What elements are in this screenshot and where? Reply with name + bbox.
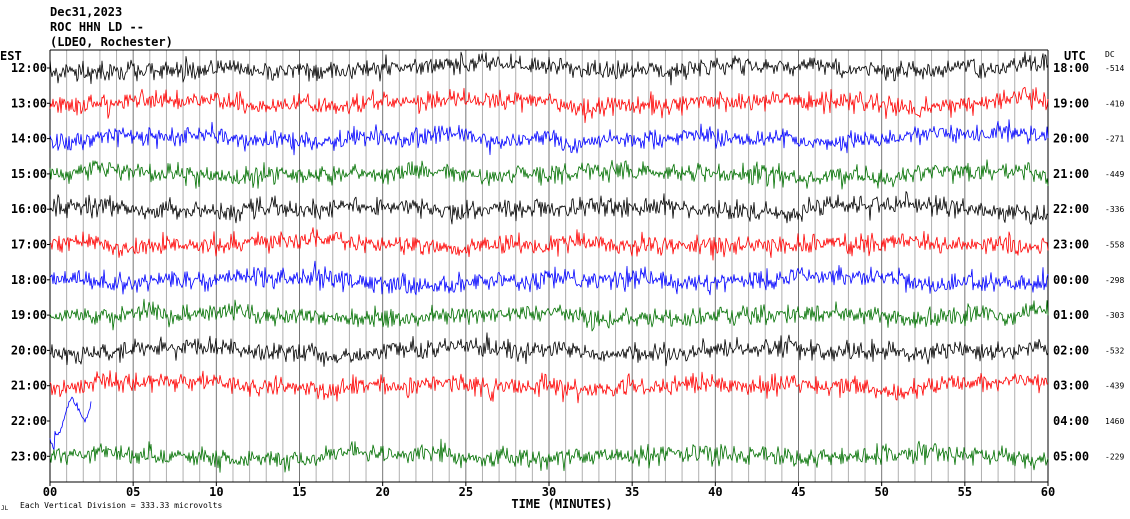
- utc-hour-label: 02:00: [1053, 343, 1089, 357]
- utc-hour-label: 00:00: [1053, 273, 1089, 287]
- est-hour-label: 23:00: [11, 449, 47, 463]
- x-tick-label: 00: [43, 485, 57, 499]
- dc-offset-label: -514: [1105, 64, 1124, 73]
- dc-offset-label: 1460: [1105, 417, 1124, 426]
- x-tick-label: 40: [708, 485, 722, 499]
- trace-1500: [49, 159, 1049, 190]
- est-hour-label: 18:00: [11, 273, 47, 287]
- x-tick-label: 50: [874, 485, 888, 499]
- est-hour-label: 20:00: [11, 343, 47, 357]
- est-hour-label: 19:00: [11, 308, 47, 322]
- utc-hour-label: 05:00: [1053, 449, 1089, 463]
- trace-1400: [49, 119, 1049, 156]
- dc-offset-label: -298: [1105, 276, 1124, 285]
- utc-hour-label: 01:00: [1053, 308, 1089, 322]
- trace-group: [49, 51, 1049, 473]
- est-hour-label: 17:00: [11, 238, 47, 252]
- x-tick-label: 55: [958, 485, 972, 499]
- x-axis-title: TIME (MINUTES): [511, 497, 612, 511]
- est-hour-label: 16:00: [11, 202, 47, 216]
- x-tick-label: 05: [126, 485, 140, 499]
- corner-mark: JL: [1, 505, 9, 512]
- utc-hour-label: 22:00: [1053, 202, 1089, 216]
- x-tick-label: 60: [1041, 485, 1055, 499]
- trace-1600: [49, 191, 1049, 225]
- dc-offset-label: -271: [1105, 135, 1124, 144]
- utc-hour-label: 20:00: [1053, 132, 1089, 146]
- x-tick-label: 15: [292, 485, 306, 499]
- utc-hour-labels: 18:00 19:00 20:00 21:00 22:00 23:00 00:00 01:00…: [1053, 61, 1089, 463]
- trace-2300: [49, 438, 1049, 473]
- est-hour-label: 15:00: [11, 167, 47, 181]
- utc-hour-label: 18:00: [1053, 61, 1089, 75]
- dc-offset-label: -558: [1105, 241, 1124, 250]
- est-hour-label: 21:00: [11, 379, 47, 393]
- dc-offset-label: -439: [1105, 382, 1124, 391]
- trace-1300: [49, 86, 1049, 124]
- est-hour-label: 13:00: [11, 96, 47, 110]
- dc-offset-label: -449: [1105, 170, 1124, 179]
- trace-1700: [49, 227, 1049, 261]
- utc-hour-label: 23:00: [1053, 238, 1089, 252]
- x-tick-label: 35: [625, 485, 639, 499]
- x-tick-label: 25: [459, 485, 473, 499]
- header-date: Dec31,2023: [50, 5, 122, 19]
- dc-offset-label: -229: [1105, 452, 1124, 461]
- utc-hour-label: 21:00: [1053, 167, 1089, 181]
- est-hour-label: 14:00: [11, 132, 47, 146]
- trace-2200: [49, 396, 92, 451]
- utc-hour-label: 04:00: [1053, 414, 1089, 428]
- est-hour-label: 12:00: [11, 61, 47, 75]
- est-hour-label: 22:00: [11, 414, 47, 428]
- trace-1900: [49, 298, 1049, 332]
- dc-offset-label: -303: [1105, 311, 1124, 320]
- est-axis-label: EST: [0, 49, 22, 63]
- scale-note: Each Vertical Division = 333.33 microvol…: [20, 501, 222, 510]
- minute-grid: [49, 49, 1049, 483]
- est-hour-labels: 12:00 13:00 14:00 15:00 16:00 17:00 18:00 19:00…: [11, 61, 50, 463]
- dc-offset-label: -336: [1105, 205, 1124, 214]
- utc-axis-label: UTC: [1064, 49, 1086, 63]
- x-tick-label: 20: [375, 485, 389, 499]
- trace-2000: [49, 332, 1049, 367]
- header-network: (LDEO, Rochester): [50, 35, 173, 49]
- dc-offset-label: -532: [1105, 346, 1124, 355]
- x-tick-label: 30: [542, 485, 556, 499]
- header-station: ROC HHN LD --: [50, 20, 144, 34]
- trace-2100: [49, 370, 1049, 404]
- utc-hour-label: 19:00: [1053, 96, 1089, 110]
- x-tick-label: 45: [791, 485, 805, 499]
- dc-offset-labels: -514 -410 -271 -449 -336 -558 -298 -303 -532 -439…: [1105, 64, 1124, 461]
- dc-offset-label: -410: [1105, 99, 1124, 108]
- trace-1200: [49, 51, 1049, 86]
- x-tick-label: 10: [209, 485, 223, 499]
- trace-1800: [49, 260, 1049, 296]
- utc-hour-label: 03:00: [1053, 379, 1089, 393]
- dc-column-label: DC: [1105, 50, 1115, 59]
- x-tick-labels: 00 05 10 15 20 25 30 35 40 45 50 55 60: [43, 482, 1055, 499]
